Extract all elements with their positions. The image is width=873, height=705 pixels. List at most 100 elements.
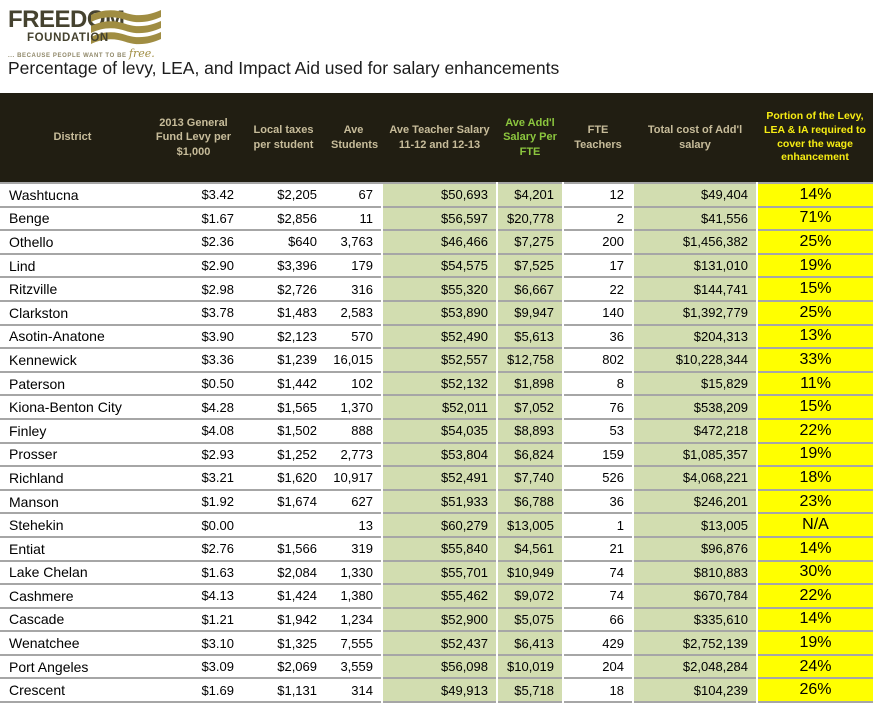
cell-ave_salary: $55,320 [381,276,498,301]
cell-portion: 26% [756,677,873,703]
cell-district: Stehekin [0,512,145,537]
cell-total_cost: $41,556 [632,205,758,231]
cell-ave_salary: $51,933 [381,488,498,514]
cell-ave_students: 888 [325,417,382,443]
cell-levy: $3.09 [145,653,242,679]
column-header-ave_students: Ave Students [331,124,379,151]
cell-levy: $3.42 [145,182,242,207]
cell-total_cost: $131,010 [632,252,758,278]
cell-district: Ritzville [0,276,145,301]
cell-fte: 204 [563,653,633,679]
table-row: Richland $3.21 $1,620 10,917 $52,491 $7,740 52… [0,465,873,490]
cell-local_taxes: $1,942 [242,606,325,632]
cell-local_taxes: $1,565 [242,394,325,419]
cell-portion: 22% [756,583,873,608]
cell-total_cost: $104,239 [632,677,758,703]
cell-addl_salary: $6,824 [496,441,564,467]
cell-fte: 36 [563,488,633,514]
cell-fte: 1 [563,512,633,537]
cell-fte: 21 [563,535,633,561]
cell-fte: 36 [563,323,633,349]
cell-district: Washtucna [0,182,145,207]
cell-local_taxes: $1,502 [242,417,325,443]
cell-fte: 802 [563,347,633,372]
cell-portion: 11% [756,370,873,396]
column-header-district: District [53,131,92,144]
cell-portion: 19% [756,630,873,655]
freedom-foundation-logo: FREEDOM FOUNDATION ... BECAUSE PEOPLE WA… [8,5,178,60]
cell-ave_salary: $55,840 [381,535,498,561]
cell-local_taxes: $1,325 [242,630,325,655]
cell-levy: $1.69 [145,677,242,703]
table-head: District 2013 General Fund Levy per $1,00… [0,93,873,183]
cell-local_taxes: $2,726 [242,276,325,301]
table-row: Prosser $2.93 $1,252 2,773 $53,804 $6,824 159 $… [0,441,873,467]
cell-total_cost: $1,392,779 [632,299,758,325]
cell-addl_salary: $7,052 [496,394,564,419]
table-row: Paterson $0.50 $1,442 102 $52,132 $1,898 8 $15,… [0,370,873,396]
table-row: Entiat $2.76 $1,566 319 $55,840 $4,561 21 $96,8… [0,535,873,561]
district-salary-table: District 2013 General Fund Levy per $1,00… [0,93,873,704]
cell-portion: 15% [756,276,873,301]
cell-ave_salary: $46,466 [381,229,498,254]
cell-addl_salary: $7,275 [496,229,564,254]
cell-portion: 22% [756,417,873,443]
cell-total_cost: $246,201 [632,488,758,514]
cell-fte: 2 [563,205,633,231]
cell-fte: 429 [563,630,633,655]
cell-addl_salary: $10,019 [496,653,564,679]
cell-fte: 17 [563,252,633,278]
cell-portion: 24% [756,653,873,679]
cell-fte: 74 [563,583,633,608]
cell-portion: 30% [756,559,873,585]
table-row: Kiona-Benton City $4.28 $1,565 1,370 $52,011… [0,394,873,419]
cell-addl_salary: $6,788 [496,488,564,514]
cell-portion: 14% [756,606,873,632]
cell-ave_salary: $49,913 [381,677,498,703]
cell-ave_salary: $50,693 [381,182,498,207]
cell-ave_students: 3,559 [325,653,382,679]
cell-levy: $3.78 [145,299,242,325]
cell-total_cost: $1,085,357 [632,441,758,467]
cell-ave_salary: $52,437 [381,630,498,655]
table-row: Ritzville $2.98 $2,726 316 $55,320 $6,667 22 $1… [0,276,873,301]
table-body: Washtucna $3.42 $2,205 67 $50,693 $4,201 12 $49… [0,182,873,703]
cell-ave_students: 179 [325,252,382,278]
cell-levy: $1.21 [145,606,242,632]
cell-total_cost: $810,883 [632,559,758,585]
table-row: Lind $2.90 $3,396 179 $54,575 $7,525 17 $131,01… [0,252,873,278]
table-row: Manson $1.92 $1,674 627 $51,933 $6,788 36 $246,… [0,488,873,514]
cell-total_cost: $204,313 [632,323,758,349]
table-row: Crescent $1.69 $1,131 314 $49,913 $5,718 18 $10… [0,677,873,703]
cell-total_cost: $13,005 [632,512,758,537]
table-row: Cascade $1.21 $1,942 1,234 $52,900 $5,075 66 $3… [0,606,873,632]
cell-addl_salary: $5,613 [496,323,564,349]
flag-waves-icon [91,10,161,45]
cell-levy: $3.36 [145,347,242,372]
cell-levy: $0.00 [145,512,242,537]
cell-total_cost: $10,228,344 [632,347,758,372]
cell-local_taxes: $1,674 [242,488,325,514]
cell-portion: 18% [756,465,873,490]
cell-ave_students: 570 [325,323,382,349]
cell-levy: $2.93 [145,441,242,467]
table-header-row: District 2013 General Fund Levy per $1,00… [0,93,873,183]
cell-district: Prosser [0,441,145,467]
column-header-levy: 2013 General Fund Levy per $1,000 [155,117,232,158]
cell-levy: $1.92 [145,488,242,514]
cell-district: Crescent [0,677,145,703]
cell-total_cost: $2,048,284 [632,653,758,679]
cell-total_cost: $2,752,139 [632,630,758,655]
cell-ave_students: 1,370 [325,394,382,419]
cell-addl_salary: $1,898 [496,370,564,396]
column-header-local_taxes: Local taxes per student [253,124,314,151]
cell-addl_salary: $10,949 [496,559,564,585]
cell-ave_students: 627 [325,488,382,514]
cell-levy: $0.50 [145,370,242,396]
cell-fte: 53 [563,417,633,443]
cell-local_taxes: $1,252 [242,441,325,467]
cell-ave_salary: $54,035 [381,417,498,443]
cell-fte: 526 [563,465,633,490]
page-title: Percentage of levy, LEA, and Impact Aid … [8,58,560,78]
table-row: Lake Chelan $1.63 $2,084 1,330 $55,701 $10,94… [0,559,873,585]
